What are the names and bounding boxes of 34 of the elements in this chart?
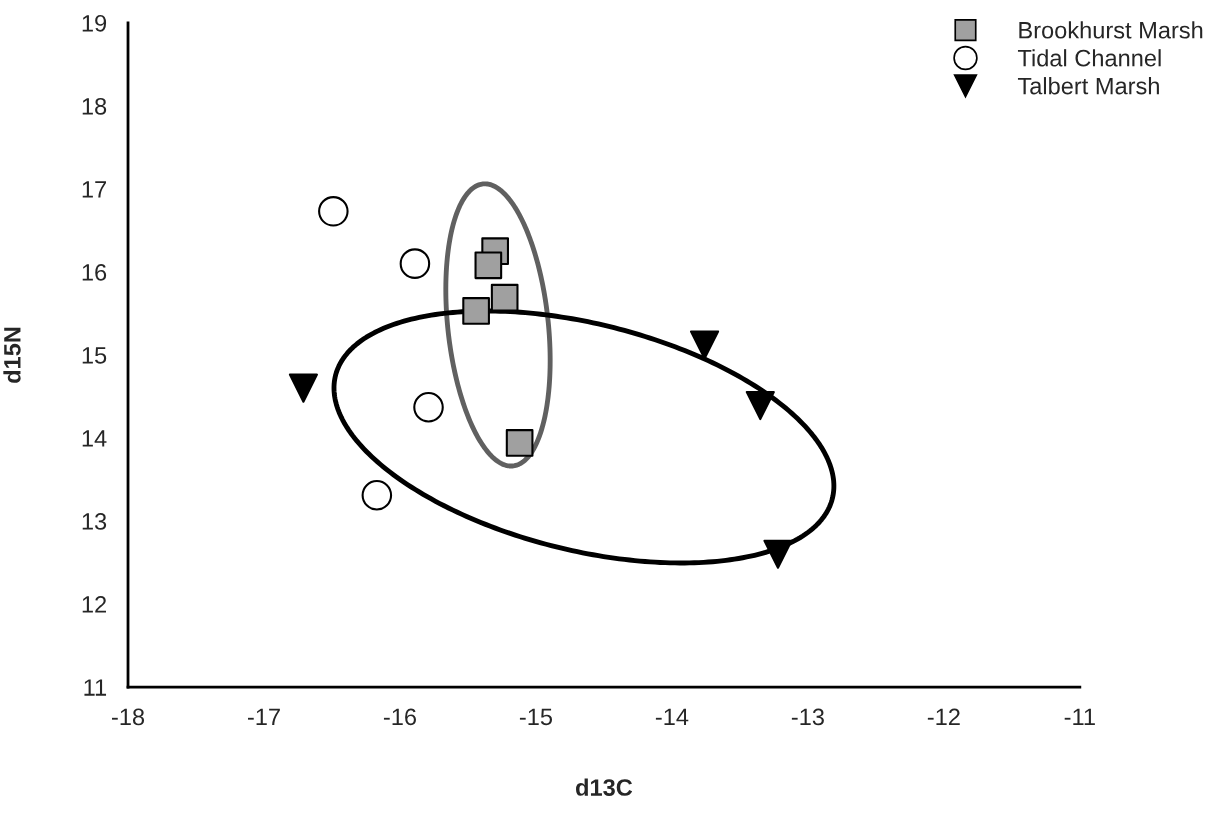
point xyxy=(413,392,444,423)
point xyxy=(745,391,775,421)
y-tick-label: 18 xyxy=(82,97,107,115)
x-axis-title: d13C xyxy=(576,778,633,796)
point xyxy=(462,297,490,325)
x-tick-label: -16 xyxy=(383,708,416,726)
x-tick-label: -13 xyxy=(791,708,824,726)
y-tick-label: 17 xyxy=(82,181,106,198)
point xyxy=(361,480,393,511)
y-tick-label: 16 xyxy=(82,264,107,281)
legend-label: Tidal Channel xyxy=(1017,49,1161,67)
x-tick-label: -12 xyxy=(927,708,960,726)
point xyxy=(763,539,793,569)
x-tick-label: -18 xyxy=(112,708,145,726)
point xyxy=(505,429,534,457)
x-tick-label: -15 xyxy=(519,708,553,726)
point xyxy=(689,330,720,360)
y-tick-label: 13 xyxy=(82,513,107,530)
point xyxy=(490,283,519,312)
y-axis-title: d15N xyxy=(3,327,21,383)
y-tick-label: 19 xyxy=(82,14,107,32)
point xyxy=(474,251,503,280)
point xyxy=(399,248,431,279)
point xyxy=(288,373,318,403)
y-tick-label: 11 xyxy=(84,679,107,696)
x-tick-label: -17 xyxy=(247,708,280,726)
legend-label: Brookhurst Marsh xyxy=(1019,21,1203,39)
y-tick-label: 15 xyxy=(82,347,107,364)
x-tick-label: -11 xyxy=(1064,708,1095,726)
x-tick-label: -14 xyxy=(655,708,689,726)
legend-label: Talbert Marsh xyxy=(1017,77,1159,95)
y-tick-label: 12 xyxy=(82,596,106,613)
y-tick-label: 14 xyxy=(82,430,107,447)
point xyxy=(318,196,349,227)
